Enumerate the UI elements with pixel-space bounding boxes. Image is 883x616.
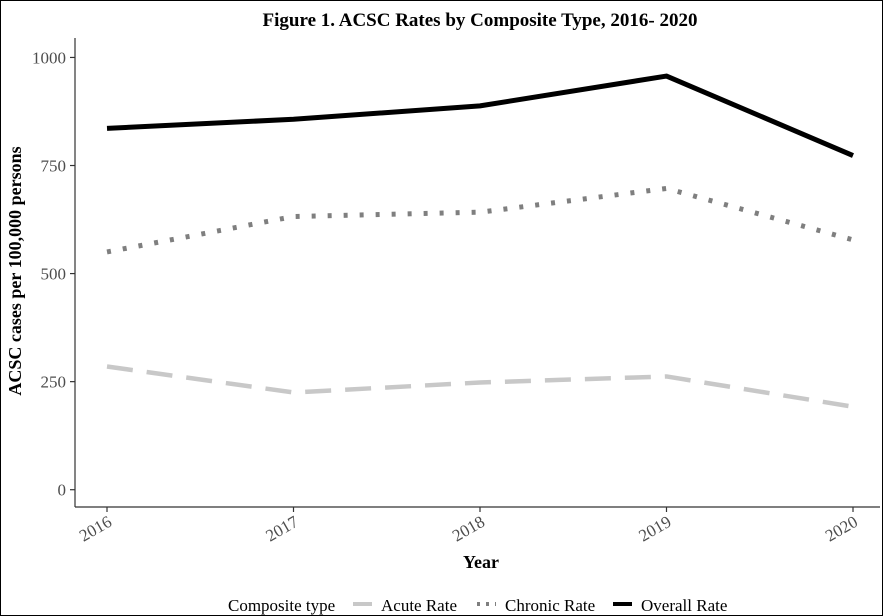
x-ticks: 2016 2017 2018 2019 2020 — [76, 507, 861, 545]
y-axis-title: ACSC cases per 100,000 persons — [5, 146, 25, 395]
x-tick-label: 2019 — [636, 512, 675, 545]
y-tick-label: 1000 — [32, 48, 66, 67]
legend-title: Composite type — [228, 596, 335, 615]
legend-label-chronic: Chronic Rate — [505, 596, 595, 615]
x-tick-label: 2017 — [263, 512, 302, 546]
x-tick-label: 2018 — [449, 512, 488, 545]
y-tick-label: 250 — [41, 373, 67, 392]
y-tick-label: 0 — [58, 481, 67, 500]
legend-label-acute: Acute Rate — [381, 596, 457, 615]
y-tick-label: 500 — [41, 265, 67, 284]
chart-title: Figure 1. ACSC Rates by Composite Type, … — [263, 10, 698, 31]
legend: Composite type Acute Rate Chronic Rate O… — [228, 596, 727, 615]
x-tick-label: 2020 — [822, 512, 861, 545]
x-axis-title: Year — [463, 552, 499, 572]
y-tick-label: 750 — [41, 157, 67, 176]
series-line-acute-rate — [106, 364, 854, 409]
y-ticks: 0 250 500 750 1000 — [32, 48, 75, 500]
x-tick-label: 2016 — [76, 512, 115, 545]
series-layer — [106, 73, 854, 409]
axes — [74, 38, 880, 508]
series-line-chronic-rate — [106, 185, 854, 255]
legend-label-overall: Overall Rate — [641, 596, 727, 615]
series-line-overall-rate — [106, 73, 854, 158]
